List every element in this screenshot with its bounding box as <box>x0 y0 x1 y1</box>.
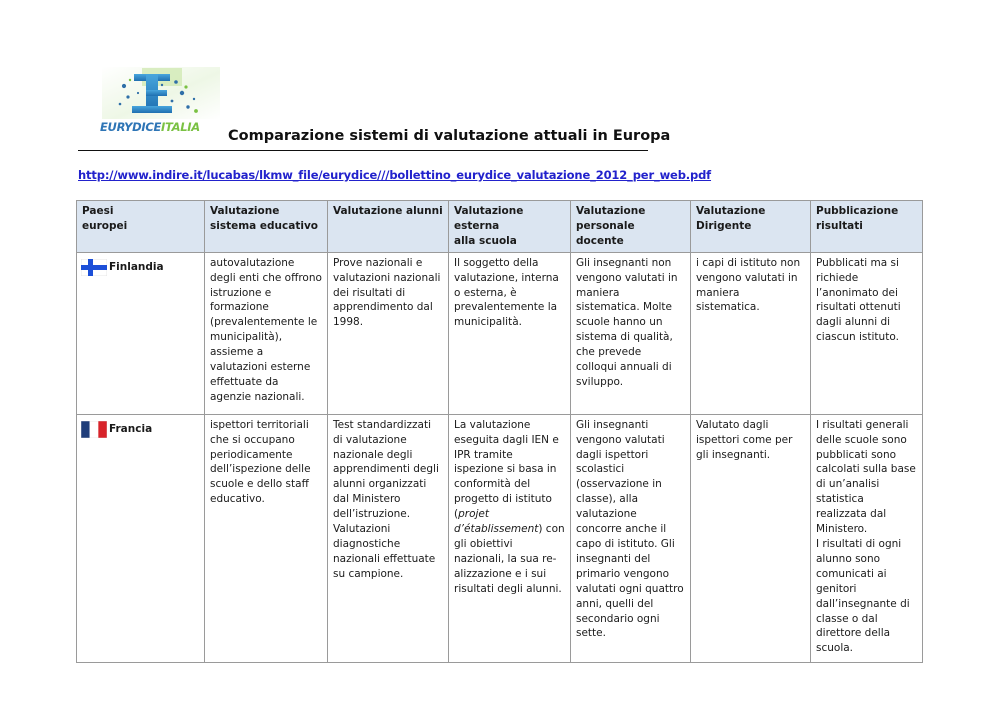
cell-text-post: ) con gli obiettivi nazionali, la sua re… <box>454 523 565 595</box>
table-row: Finlandia autovalutazione degli enti che… <box>76 251 923 415</box>
page-title: Comparazione sistemi di valutazione attu… <box>228 128 671 144</box>
title-underline-rule <box>78 150 648 151</box>
column-header-pubblicazione-risultati: Pubblicazione risultati <box>810 200 923 253</box>
country-label: Finlandia <box>109 260 164 273</box>
cell-personale-docente: Gli insegnanti vengono valutati dagli is… <box>570 413 691 663</box>
cell-valutazione-esterna: La valutazione eseguita dagli IEN e IPR … <box>448 413 571 663</box>
finland-flag-icon <box>81 258 107 276</box>
document-header: EURYDICEITALIA Comparazione sistemi di v… <box>78 66 918 162</box>
wordmark-eurydice: EURYDICE <box>100 120 162 134</box>
cell-pubblicazione-risultati: I risultati generali delle scuole sono p… <box>810 413 923 663</box>
column-header-valutazione-alunni: Valutazione alunni <box>327 200 449 253</box>
source-pdf-link[interactable]: http://www.indire.it/lucabas/lkmw_file/e… <box>78 168 712 182</box>
eurydice-wordmark: EURYDICEITALIA <box>100 120 200 134</box>
cell-pubblicazione-risultati: Pubblicati ma si richiede l’anonimato de… <box>810 251 923 415</box>
cell-personale-docente: Gli insegnanti non vengono valutati in m… <box>570 251 691 415</box>
cell-valutazione-alunni: Prove nazionali e valutazioni nazionali … <box>327 251 449 415</box>
cell-sistema-educativo: autovalutazione degli enti che offrono i… <box>204 251 328 415</box>
france-flag-icon <box>81 420 107 438</box>
wordmark-italia: ITALIA <box>161 120 200 134</box>
comparison-table: Paesi europei Valutazione sistema educat… <box>76 200 923 663</box>
eurydice-logo: EURYDICEITALIA <box>100 66 228 142</box>
column-header-valutazione-personale-docente: Valutazione personale docente <box>570 200 691 253</box>
cell-dirigente: i capi di istituto non vengono valutati … <box>690 251 811 415</box>
column-header-valutazione-dirigente: Valutazione Dirigente <box>690 200 811 253</box>
column-header-valutazione-sistema-educativo: Valutazione sistema educativo <box>204 200 328 253</box>
cell-country-francia: Francia <box>76 413 205 663</box>
column-header-paesi-europei: Paesi europei <box>76 200 205 253</box>
column-header-valutazione-esterna-alla-scuola: Valutazione esterna alla scuola <box>448 200 571 253</box>
cell-text-pre: La valutazione eseguita dagli IEN e IPR … <box>454 418 559 521</box>
cell-text-emphasis: projet d’établissement <box>454 508 539 536</box>
country-label: Francia <box>109 422 153 435</box>
table-row: Francia ispettori territoriali che si oc… <box>76 413 923 663</box>
cell-country-finlandia: Finlandia <box>76 251 205 415</box>
cell-valutazione-alunni: Test standardizzati di valutazione nazio… <box>327 413 449 663</box>
cell-dirigente: Valutato dagli ispettori come per gli in… <box>690 413 811 663</box>
cell-sistema-educativo: ispettori territoriali che si occupano p… <box>204 413 328 663</box>
table-header-row: Paesi europei Valutazione sistema educat… <box>76 200 923 253</box>
eurydice-logo-mark <box>102 67 220 119</box>
cell-valutazione-esterna: Il soggetto della valutazione, interna o… <box>448 251 571 415</box>
